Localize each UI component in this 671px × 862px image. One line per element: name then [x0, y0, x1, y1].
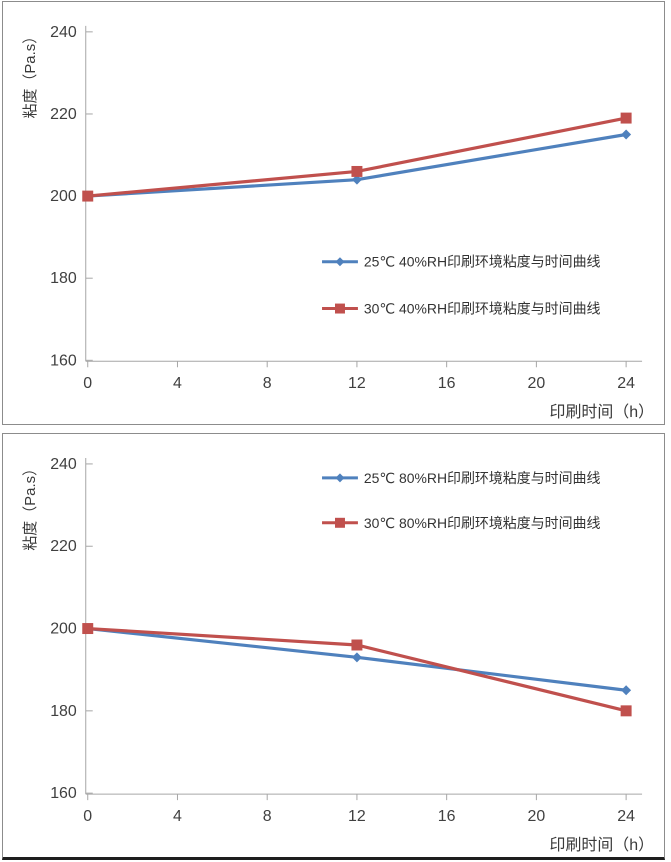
x-axis-title: 印刷时间（h）	[550, 836, 654, 854]
series-marker-0	[351, 174, 362, 185]
series-marker-1	[82, 190, 94, 202]
series-marker-0	[621, 129, 632, 140]
x-tick-label: 16	[438, 375, 456, 392]
series-line-0	[87, 132, 627, 198]
x-tick-label: 8	[263, 375, 272, 392]
x-axis-title: 印刷时间（h）	[550, 403, 654, 421]
y-tick-label: 220	[50, 106, 77, 123]
x-tick-label: 4	[173, 375, 182, 392]
legend-marker	[335, 473, 345, 483]
x-tick-label: 20	[528, 375, 546, 392]
x-tick-label: 24	[617, 375, 635, 392]
legend-label: 30℃ 80%RH印刷环境粘度与时间曲线	[364, 515, 601, 531]
x-tick-label: 16	[438, 808, 456, 825]
chart-bottom-frame: 160 180 200 220 240 0 4 8 12 16 20 24 25℃ 80%RH印刷环境粘…	[2, 433, 665, 860]
chart-svg: 160 180 200 220 240 0 4 8 12 16 20 24 25℃ 40%RH印刷环境粘…	[22, 24, 654, 421]
x-tick-label: 12	[348, 375, 366, 392]
y-tick-label: 240	[50, 24, 77, 41]
chart-top-frame: 160 180 200 220 240 0 4 8 12 16 20 24 25℃ 40%RH印刷环境粘…	[2, 1, 665, 425]
x-tick-label: 0	[83, 375, 92, 392]
y-tick-label: 200	[50, 621, 77, 638]
y-tick-label: 200	[50, 188, 77, 205]
legend-label: 30℃ 40%RH印刷环境粘度与时间曲线	[364, 301, 601, 317]
x-tick-label: 20	[528, 808, 546, 825]
y-tick-label: 220	[50, 538, 77, 555]
x-tick-label: 0	[83, 808, 92, 825]
y-tick-label: 160	[50, 785, 77, 802]
x-tick-label: 8	[263, 808, 272, 825]
y-axis-title: 粘度（Pa.s）	[22, 461, 39, 551]
series-marker-1	[351, 165, 363, 177]
series-marker-1	[620, 112, 632, 124]
legend-marker	[334, 517, 345, 528]
x-tick-label: 24	[617, 808, 635, 825]
y-tick-label: 180	[50, 703, 77, 720]
series-marker-1	[351, 639, 363, 651]
chart-svg: 160 180 200 220 240 0 4 8 12 16 20 24 25℃ 80%RH印刷环境粘…	[22, 456, 654, 854]
x-tick-label: 12	[348, 808, 366, 825]
y-axis-title: 粘度（Pa.s）	[22, 29, 39, 119]
legend-label: 25℃ 80%RH印刷环境粘度与时间曲线	[364, 470, 601, 486]
x-tick-label: 4	[173, 808, 182, 825]
y-tick-label: 160	[50, 352, 77, 369]
series-marker-0	[351, 652, 362, 663]
series-marker-1	[620, 705, 632, 717]
series-marker-1	[82, 623, 94, 635]
series-marker-0	[621, 685, 632, 696]
y-tick-label: 180	[50, 270, 77, 287]
legend-marker	[334, 303, 345, 314]
legend-label: 25℃ 40%RH印刷环境粘度与时间曲线	[364, 254, 601, 270]
legend-marker	[335, 257, 345, 267]
y-tick-label: 240	[50, 456, 77, 473]
